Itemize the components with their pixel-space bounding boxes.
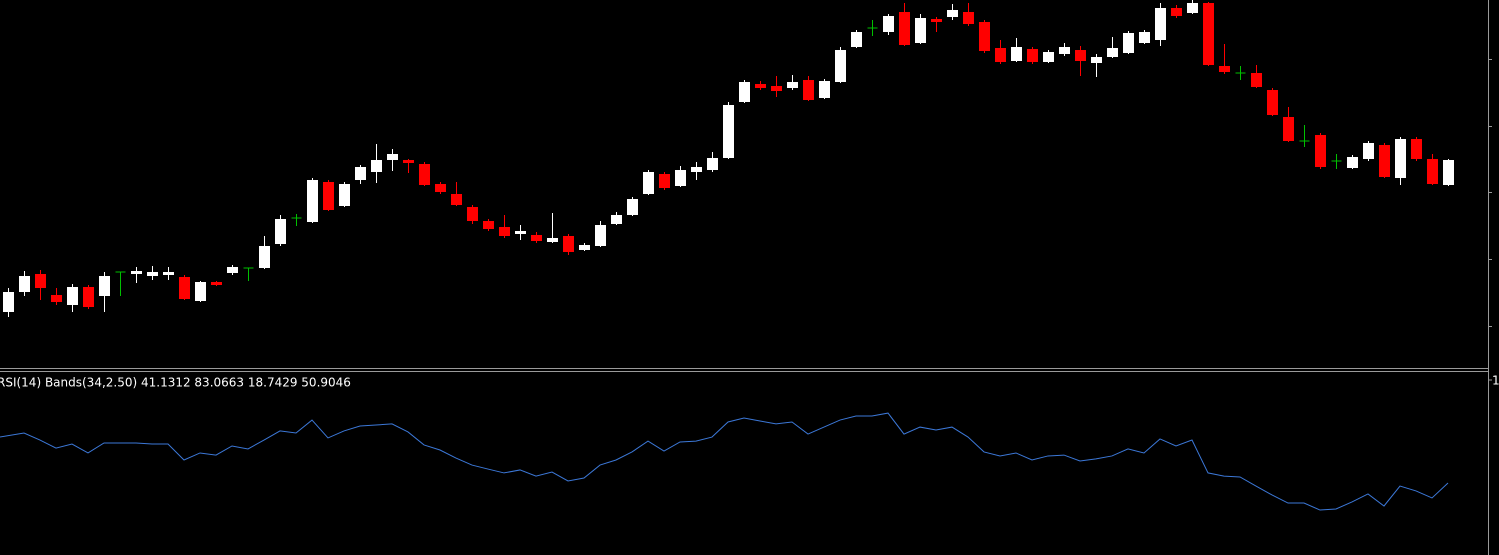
candle-body (963, 12, 974, 24)
candle-body (1443, 160, 1454, 185)
candle-body (179, 277, 190, 299)
candle-body (915, 18, 926, 43)
candle-body (947, 10, 958, 17)
candle-body (643, 172, 654, 194)
candle-body (1043, 52, 1054, 62)
candle-body (1283, 117, 1294, 141)
candle-body (83, 287, 94, 307)
axis-ticks (1488, 59, 1492, 327)
candle-body (275, 219, 286, 244)
candle-body (371, 160, 382, 172)
candle-body (627, 199, 638, 215)
candle-body (1011, 47, 1022, 61)
candle-body (435, 184, 446, 192)
candle-body (563, 236, 574, 252)
candle-body (835, 50, 846, 82)
candle-body (1267, 90, 1278, 115)
candle-body (819, 81, 830, 98)
candle-body (995, 48, 1006, 62)
candle-body (803, 80, 814, 100)
candle-body (1203, 3, 1214, 65)
candle-body (211, 282, 222, 285)
candle-body (1059, 47, 1070, 54)
candle-body (67, 287, 78, 305)
candle-body (787, 82, 798, 88)
candle-body (771, 86, 782, 91)
candle-body (339, 184, 350, 206)
candle-body (1075, 50, 1086, 61)
candle-body (467, 207, 478, 221)
candle-body (387, 154, 398, 160)
candle-body (147, 272, 158, 276)
candle-body (979, 22, 990, 51)
candle-body (323, 182, 334, 210)
candle-body (1027, 49, 1038, 62)
candle-body (931, 19, 942, 22)
candle-body (1347, 157, 1358, 168)
candle-body (1139, 32, 1150, 43)
candle-body (611, 215, 622, 224)
candle-body (675, 170, 686, 186)
candle-body (851, 32, 862, 47)
candle-body (1219, 66, 1230, 72)
candle-body (131, 271, 142, 274)
candle-body (195, 282, 206, 301)
candle-body (99, 276, 110, 296)
candle-body (1091, 57, 1102, 63)
candle-body (739, 82, 750, 102)
candle-body (259, 246, 270, 268)
candle-body (1395, 139, 1406, 178)
candle-body (3, 292, 14, 312)
candle-body (547, 238, 558, 242)
candle-body (723, 105, 734, 158)
candle-body (35, 274, 46, 288)
candle-body (595, 225, 606, 246)
candle-body (1155, 8, 1166, 40)
candle-body (499, 227, 510, 236)
candle-body (659, 174, 670, 188)
candle-body (355, 167, 366, 180)
candle-body (515, 231, 526, 234)
candle-body (531, 235, 542, 241)
candle-body (419, 164, 430, 185)
candle-body (1411, 139, 1422, 159)
candle-body (883, 16, 894, 32)
candle-body (1187, 3, 1198, 13)
candle-body (163, 272, 174, 275)
candle-body (1315, 135, 1326, 167)
candle-body (579, 245, 590, 250)
y-tick-label: 100 (1492, 374, 1499, 388)
candle-body (51, 295, 62, 302)
rsi-line (0, 412, 1449, 511)
candle-body (755, 84, 766, 88)
candle-body (227, 267, 238, 273)
candle-body (1171, 8, 1182, 16)
candle-body (1363, 143, 1374, 159)
candle-body (707, 158, 718, 170)
candle-body (1107, 48, 1118, 57)
candle-body (19, 276, 30, 292)
candle-body (899, 12, 910, 45)
candle-body (1379, 145, 1390, 177)
candle-body (1123, 33, 1134, 53)
candle-body (1427, 159, 1438, 184)
candle-body (691, 167, 702, 172)
candle-body (307, 180, 318, 222)
indicator-title: RSI(14) Bands(34,2.50) 41.1312 83.0663 1… (0, 376, 351, 390)
candle-body (483, 221, 494, 229)
candle-body (1251, 73, 1262, 87)
candle-body (451, 194, 462, 205)
candle-body (403, 160, 414, 163)
